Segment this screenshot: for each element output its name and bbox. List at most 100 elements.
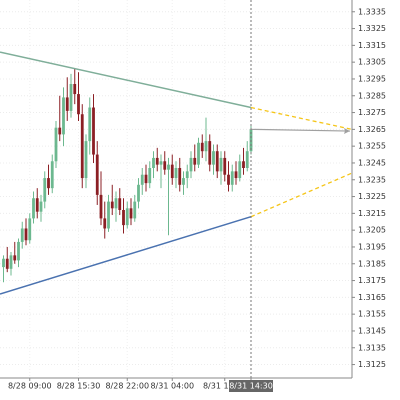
candle-body [245,151,249,168]
candle-body [65,97,69,111]
y-tick-label: 1.3335 [358,7,386,16]
y-tick-label: 1.3305 [358,58,386,67]
candle-body [95,154,99,195]
y-tick-label: 1.3295 [358,74,386,83]
trendline [0,216,252,295]
y-tick-label: 1.3235 [358,175,386,184]
candle-body [28,218,32,241]
candle-body [163,161,167,170]
candle-body [242,161,245,168]
candle-body [212,151,215,165]
candle-body [155,157,159,165]
candle-body [129,208,133,219]
y-tick-label: 1.3135 [358,343,386,352]
candle-body [5,258,9,269]
candle-body [144,174,148,184]
y-tick-label: 1.3245 [358,158,386,167]
candle-body [140,174,144,185]
candle-body [182,178,185,185]
candle-body [88,107,92,142]
candle-body [185,171,189,179]
y-tick-label: 1.3315 [358,41,386,50]
candle-body [170,164,174,179]
candle-body [77,94,80,115]
trendline-projection [250,172,353,218]
candle-body [122,210,125,226]
candle-body [189,157,193,172]
y-tick-label: 1.3285 [358,91,386,100]
axes [0,0,353,379]
candle-body [227,174,230,185]
y-tick-label: 1.3325 [358,24,386,33]
plot-area [0,0,352,378]
candle-body [159,161,163,165]
candle-body [58,127,62,135]
candle-body [114,198,118,209]
candle-body [118,198,122,210]
y-tick-label: 1.3175 [358,276,386,285]
candle-body [238,161,242,179]
candle-body [20,228,24,242]
trendline [0,51,252,109]
candle-body [24,228,28,241]
y-tick-label: 1.3145 [358,326,386,335]
x-tick-label: 8/28 22:00 [105,382,149,391]
candle-body [215,151,219,172]
projection-arrow [250,128,351,132]
y-tick-label: 1.3225 [358,192,386,201]
candle-body [39,201,43,212]
y-tick-label: 1.3165 [358,293,386,302]
candle-body [208,141,212,165]
candle-body [35,198,39,212]
candle-body [9,255,13,269]
y-tick-label: 1.3255 [358,142,386,151]
candle-body [219,157,223,172]
candle-body [32,198,35,219]
marks [0,0,353,378]
candle-body [200,142,204,152]
candle-body [230,171,234,185]
candle-body [43,178,47,202]
candle-body [17,241,20,261]
candle-body [197,142,200,165]
y-tick-label: 1.3215 [358,209,386,218]
current-time-badge [229,380,273,392]
candle-body [103,218,107,229]
candle-body [62,97,65,135]
candle-body [148,168,152,184]
candle-body [234,171,238,179]
candle-body [125,208,129,226]
grid [0,0,352,378]
candle-body [69,84,73,111]
candle-body [13,255,17,261]
candle-body [193,157,197,165]
y-tick-label: 1.3195 [358,242,386,251]
candle-body [107,201,110,229]
candle-body [167,164,170,170]
candle-body [204,141,208,152]
x-tick-label: 8/31 14:30 [229,382,273,391]
candle-body [50,161,54,189]
y-tick-label: 1.3185 [358,259,386,268]
candle-body [92,107,95,155]
candle-body [47,178,50,189]
candle-body [133,201,137,219]
candle-body [137,184,140,202]
arrow-head [344,128,350,135]
candle-body [174,168,178,179]
candle-body [2,258,5,268]
x-tick-label: 8/28 09:00 [8,382,52,391]
candle-body [99,194,103,219]
candle-body [73,84,77,95]
x-tick-label: 8/28 15:30 [57,382,101,391]
y-tick-label: 1.3125 [358,360,386,369]
candle-body [110,201,114,209]
candle-body [84,141,88,179]
candle-body [54,127,58,162]
candle-body [152,157,155,168]
y-tick-label: 1.3265 [358,125,386,134]
y-tick-label: 1.3205 [358,226,386,235]
y-tick-label: 1.3275 [358,108,386,117]
candle-body [223,157,227,175]
